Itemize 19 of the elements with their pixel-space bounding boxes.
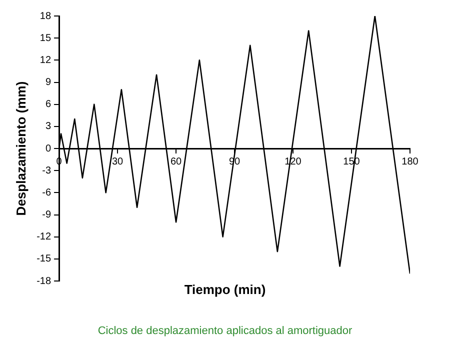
y-tick-label: 18 (40, 10, 52, 22)
y-tick-label: -9 (42, 210, 52, 220)
x-axis-title: Tiempo (min) (184, 282, 266, 297)
y-tick-label: 15 (40, 32, 52, 44)
y-tick-label: 0 (45, 143, 52, 154)
y-tick-label: -15 (36, 254, 52, 265)
y-tick-label: 6 (45, 99, 52, 110)
y-tick-label: -3 (42, 165, 52, 176)
y-tick-label: -12 (36, 232, 52, 243)
x-tick-label: 30 (112, 156, 124, 168)
x-tick-label: 60 (170, 156, 182, 168)
x-tick-label: 180 (402, 156, 419, 168)
y-tick-label: 12 (40, 54, 52, 66)
y-axis-title: Desplazamiento (mm) (13, 81, 28, 216)
y-tick-label: 9 (45, 77, 52, 88)
y-tick-label: -6 (42, 187, 52, 198)
y-tick-label: -18 (36, 276, 52, 287)
y-tick-label: 3 (45, 121, 52, 132)
text: Ciclos de desplazamiento aplicados al amortiguador (96, 325, 354, 337)
